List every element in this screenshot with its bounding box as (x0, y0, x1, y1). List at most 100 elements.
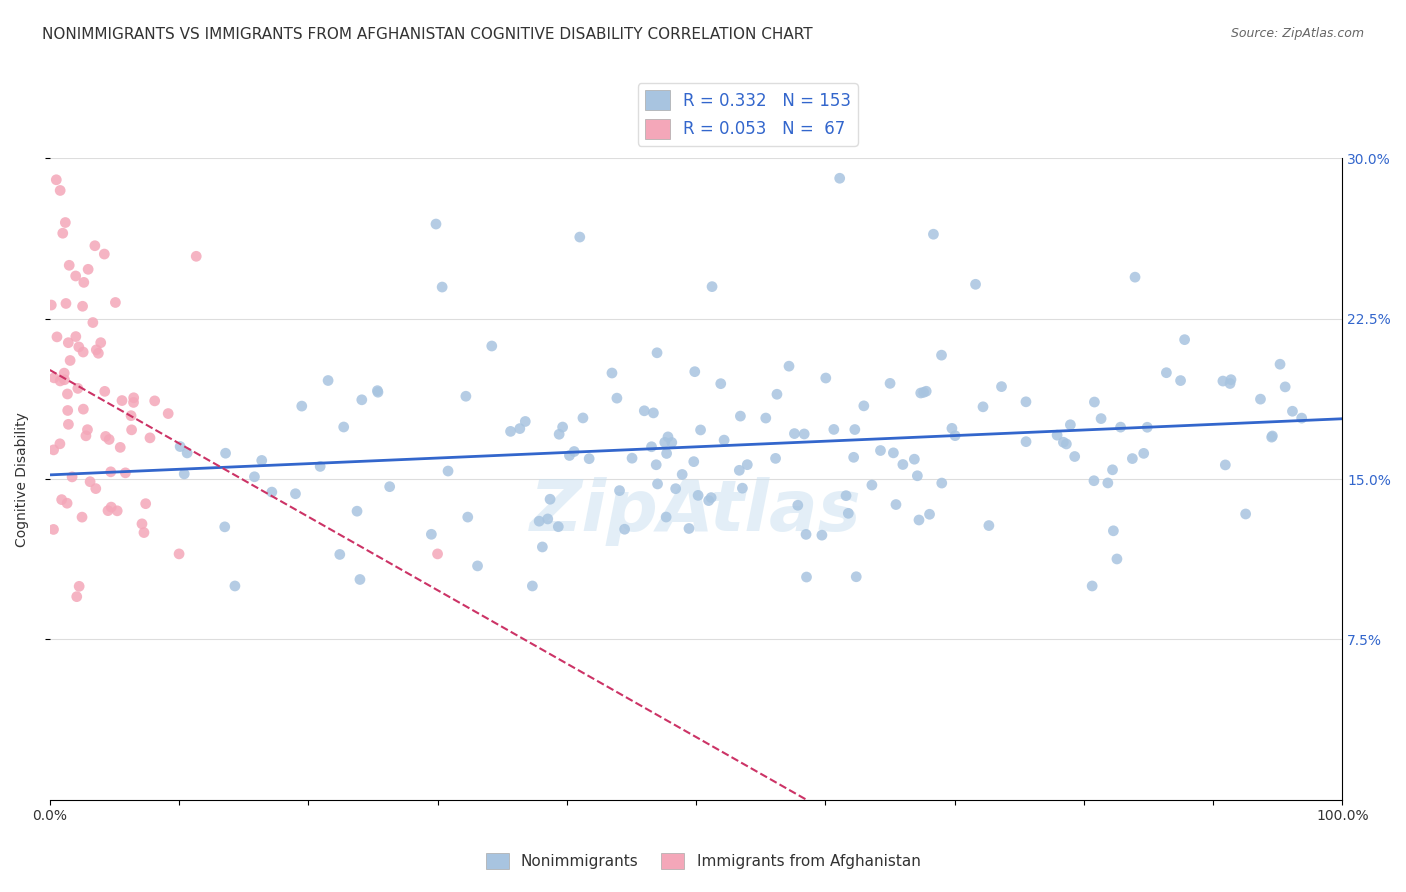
Point (1170, 374, 1192, 388)
Point (59, 353, 82, 368)
Point (499, 425, 522, 439)
Point (977, 518, 1000, 533)
Point (131, 516, 153, 531)
Point (420, 527, 443, 541)
Point (609, 483, 631, 498)
Point (250, 453, 273, 467)
Point (783, 426, 806, 441)
Point (55, 296, 77, 310)
Point (1015, 434, 1038, 449)
Point (728, 463, 751, 477)
Point (794, 527, 817, 541)
Text: NONIMMIGRANTS VS IMMIGRANTS FROM AFGHANISTAN COGNITIVE DISABILITY CORRELATION CH: NONIMMIGRANTS VS IMMIGRANTS FROM AFGHANI… (42, 27, 813, 42)
Point (346, 504, 368, 518)
Point (710, 376, 733, 391)
Point (76, 423, 98, 437)
Point (104, 295, 127, 310)
Point (66, 590, 89, 604)
Point (713, 433, 735, 447)
Point (845, 570, 868, 584)
Point (643, 406, 665, 420)
Legend: R = 0.332   N = 153, R = 0.053   N =  67: R = 0.332 N = 153, R = 0.053 N = 67 (638, 83, 858, 145)
Point (943, 428, 966, 442)
Point (903, 452, 925, 467)
Point (56, 403, 79, 417)
Point (1274, 380, 1296, 394)
Point (121, 423, 143, 437)
Point (73, 276, 96, 290)
Point (931, 348, 953, 362)
Point (551, 420, 574, 434)
Point (688, 488, 710, 502)
Point (111, 393, 134, 408)
Point (765, 451, 787, 466)
Point (98, 433, 121, 447)
Point (367, 385, 389, 400)
Point (243, 470, 266, 484)
Point (122, 395, 145, 409)
Point (697, 493, 720, 508)
Point (1212, 374, 1234, 388)
Point (53, 373, 76, 387)
Point (1046, 428, 1069, 442)
Point (39, 298, 62, 312)
Point (214, 446, 236, 460)
Point (671, 467, 693, 482)
Point (291, 399, 314, 413)
Point (60, 470, 83, 484)
Point (844, 423, 866, 437)
Point (454, 389, 477, 403)
Point (65, 329, 87, 343)
Point (515, 414, 537, 428)
Point (730, 409, 752, 423)
Point (425, 217, 447, 231)
Point (965, 277, 987, 292)
Point (100, 465, 122, 479)
Point (941, 421, 963, 435)
Point (606, 391, 628, 405)
Point (42, 371, 65, 385)
Point (53, 366, 76, 380)
Point (665, 482, 688, 496)
Point (766, 387, 789, 401)
Point (828, 171, 851, 186)
Point (655, 510, 678, 524)
Point (1097, 475, 1119, 490)
Point (538, 492, 561, 507)
Point (67, 579, 90, 593)
Point (378, 480, 401, 494)
Point (700, 491, 723, 505)
Point (467, 558, 489, 573)
Point (56, 496, 79, 510)
Point (284, 487, 307, 501)
Point (75, 429, 97, 443)
Point (51, 492, 73, 507)
Point (869, 443, 891, 458)
Point (645, 458, 668, 472)
Point (93, 384, 115, 399)
Point (349, 573, 371, 587)
Point (572, 411, 595, 425)
Point (562, 444, 585, 458)
Text: ZipAtlas: ZipAtlas (530, 476, 862, 546)
Point (884, 498, 907, 512)
Point (731, 481, 754, 495)
Point (329, 548, 352, 562)
Point (1063, 450, 1085, 464)
Point (509, 421, 531, 435)
Point (49, 437, 72, 451)
Point (82, 316, 104, 330)
Point (547, 519, 569, 533)
Point (910, 386, 932, 401)
Point (522, 579, 544, 593)
Y-axis label: Cognitive Disability: Cognitive Disability (15, 411, 30, 547)
Point (90, 335, 112, 350)
Point (110, 441, 132, 455)
Point (823, 422, 845, 436)
Point (430, 280, 453, 294)
Point (49, 184, 72, 198)
Point (531, 540, 554, 554)
Point (1261, 429, 1284, 443)
Point (1249, 392, 1271, 406)
Point (49, 374, 72, 388)
